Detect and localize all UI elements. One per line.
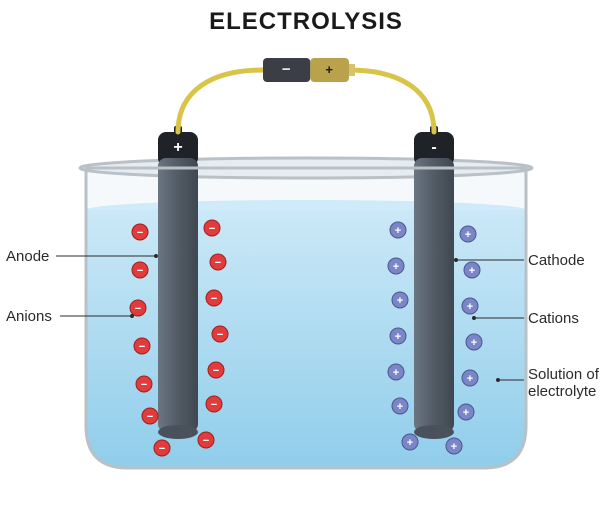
anion-particle: − — [136, 376, 152, 392]
cation-particle: + — [458, 404, 474, 420]
cation-particle: + — [388, 364, 404, 380]
svg-text:−: − — [135, 303, 141, 315]
svg-text:−: − — [159, 443, 165, 455]
electrolyte-solution — [84, 200, 528, 472]
diagram-title: ELECTROLYSIS — [0, 8, 612, 36]
svg-text:+: + — [467, 373, 473, 385]
cation-particle: + — [390, 328, 406, 344]
svg-text:−: − — [147, 411, 153, 423]
label-cathode: Cathode — [528, 252, 585, 269]
cation-particle: + — [392, 398, 408, 414]
anion-particle: − — [204, 220, 220, 236]
svg-text:−: − — [211, 293, 217, 305]
svg-text:-: - — [431, 139, 436, 156]
cation-particle: + — [460, 226, 476, 242]
svg-text:+: + — [465, 229, 471, 241]
svg-text:+: + — [393, 261, 399, 273]
svg-text:+: + — [407, 437, 413, 449]
svg-text:+: + — [451, 441, 457, 453]
diagram-svg: +- −−−−−−−−−−−−−−++++++++++++++ +− — [0, 0, 612, 508]
svg-text:−: − — [213, 365, 219, 377]
anion-particle: − — [132, 224, 148, 240]
cation-particle: + — [462, 298, 478, 314]
anion-particle: − — [206, 396, 222, 412]
label-anions: Anions — [6, 308, 52, 325]
svg-text:−: − — [282, 61, 291, 78]
svg-text:+: + — [467, 301, 473, 313]
svg-text:+: + — [393, 367, 399, 379]
svg-text:−: − — [209, 223, 215, 235]
anion-particle: − — [154, 440, 170, 456]
svg-text:+: + — [395, 225, 401, 237]
svg-text:+: + — [397, 401, 403, 413]
cation-particle: + — [464, 262, 480, 278]
anion-particle: − — [130, 300, 146, 316]
cation-particle: + — [466, 334, 482, 350]
svg-text:−: − — [139, 341, 145, 353]
cation-particle: + — [462, 370, 478, 386]
svg-text:−: − — [141, 379, 147, 391]
svg-text:+: + — [325, 62, 333, 77]
label-cations: Cations — [528, 310, 579, 327]
label-solution: Solution of electrolyte — [528, 366, 599, 400]
anode-electrode: + — [158, 126, 198, 439]
svg-text:−: − — [215, 257, 221, 269]
electrolysis-diagram: ELECTROLYSIS +- −−−−−−−−−−−−−−++++++++++… — [0, 0, 612, 508]
svg-text:−: − — [217, 329, 223, 341]
anion-particle: − — [206, 290, 222, 306]
anion-particle: − — [208, 362, 224, 378]
cation-particle: + — [390, 222, 406, 238]
label-anode: Anode — [6, 248, 49, 265]
cation-particle: + — [446, 438, 462, 454]
svg-text:+: + — [469, 265, 475, 277]
cation-particle: + — [388, 258, 404, 274]
anion-particle: − — [132, 262, 148, 278]
svg-text:−: − — [203, 435, 209, 447]
anion-particle: − — [210, 254, 226, 270]
svg-text:+: + — [173, 139, 182, 156]
svg-text:+: + — [463, 407, 469, 419]
anion-particle: − — [134, 338, 150, 354]
svg-text:−: − — [211, 399, 217, 411]
anion-particle: − — [198, 432, 214, 448]
battery: +− — [263, 58, 355, 82]
svg-text:+: + — [471, 337, 477, 349]
cathode-electrode: - — [414, 126, 454, 439]
cation-particle: + — [392, 292, 408, 308]
svg-text:+: + — [397, 295, 403, 307]
anion-particle: − — [212, 326, 228, 342]
svg-text:−: − — [137, 265, 143, 277]
anion-particle: − — [142, 408, 158, 424]
svg-text:+: + — [395, 331, 401, 343]
svg-text:−: − — [137, 227, 143, 239]
cation-particle: + — [402, 434, 418, 450]
